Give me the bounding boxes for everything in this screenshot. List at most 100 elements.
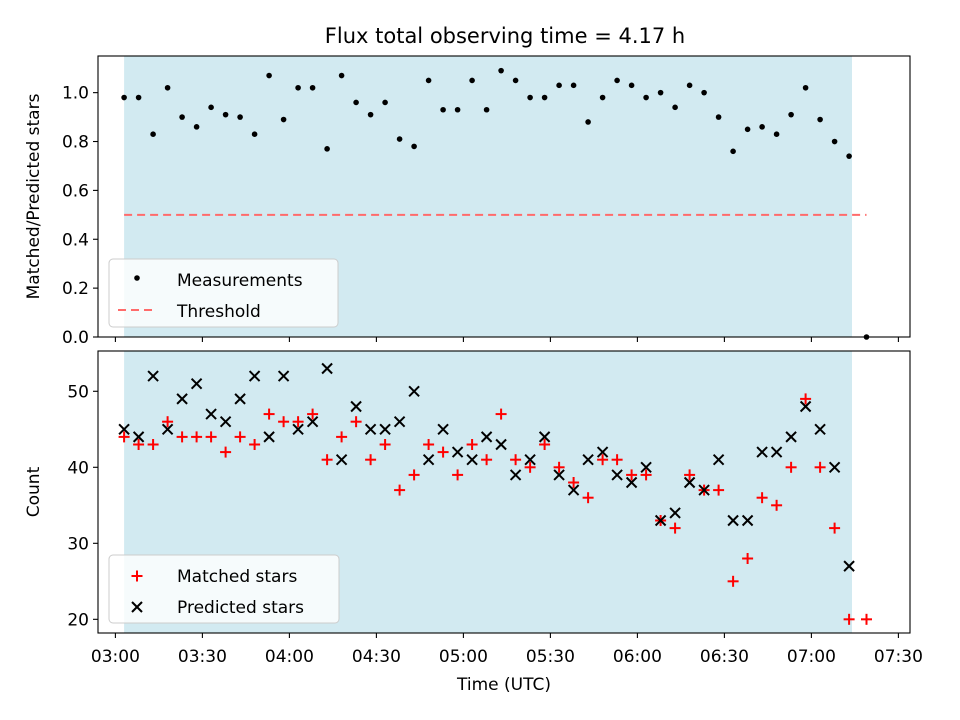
matched-star-marker — [684, 469, 696, 481]
axes-frame — [97, 55, 911, 338]
x-tick-label: 03:00 — [91, 647, 140, 667]
measurement-point — [440, 106, 446, 113]
predicted-star-marker — [437, 423, 449, 435]
measurement-point — [222, 111, 229, 118]
predicted-marker-b — [843, 560, 855, 572]
predicted-marker-b — [567, 484, 580, 496]
measurement-point — [193, 124, 200, 130]
predicted-star-marker — [350, 400, 362, 413]
measurement-point — [585, 119, 591, 125]
measurement-point — [425, 77, 432, 84]
measurement-point — [338, 72, 345, 79]
predicted-star-marker — [176, 393, 188, 405]
matched-star-marker — [814, 461, 826, 473]
y-tick-label: 1.0 — [62, 84, 89, 104]
predicted-star-marker — [524, 453, 536, 466]
predicted-star-marker — [335, 453, 348, 466]
matched-star-marker — [133, 438, 145, 450]
measurement-point — [744, 126, 751, 133]
predicted-star-marker — [147, 370, 159, 382]
y-tick-label: 0.8 — [62, 133, 89, 153]
measurement-point — [773, 131, 780, 137]
predicted-marker-b — [379, 423, 391, 435]
predicted-marker-b — [132, 431, 145, 443]
measurement-point — [295, 84, 301, 91]
predicted-star-marker — [393, 415, 406, 428]
predicted-star-marker — [785, 431, 797, 443]
x-tick-label: 03:30 — [178, 647, 227, 667]
predicted-marker-b — [248, 370, 261, 382]
matched-star-marker — [510, 454, 522, 466]
matched-star-marker — [437, 446, 449, 458]
predicted-marker-b — [321, 362, 333, 375]
measurement-point — [150, 131, 156, 137]
predicted-star-marker — [596, 446, 609, 458]
predicted-star-marker — [161, 423, 174, 435]
predicted-star-marker — [770, 446, 783, 458]
y-tick-label: 50 — [67, 382, 89, 402]
predicted-marker-b — [219, 415, 232, 428]
predicted-star-marker — [118, 423, 130, 435]
predicted-star-marker — [625, 476, 638, 489]
predicted-marker-b — [611, 469, 623, 481]
predicted-marker-b — [364, 423, 377, 435]
predicted-star-marker — [451, 446, 464, 458]
matched-star-marker — [539, 438, 551, 450]
matched-star-marker — [582, 492, 594, 504]
matched-star-marker — [756, 492, 768, 504]
predicted-star-marker — [190, 377, 203, 390]
y-tick-label: 0.2 — [62, 279, 89, 299]
predicted-star-marker — [741, 514, 754, 527]
matched-star-marker — [205, 431, 217, 443]
measurement-point — [570, 82, 577, 89]
x-tick-label: 07:00 — [787, 647, 836, 667]
predicted-marker-b — [509, 469, 522, 481]
predicted-star-marker — [248, 370, 261, 382]
predicted-star-marker — [379, 423, 391, 435]
predicted-marker-b — [596, 446, 609, 458]
predicted-star-marker — [205, 408, 217, 420]
matched-star-marker — [321, 454, 333, 466]
predicted-star-marker — [480, 431, 493, 443]
predicted-marker-b — [741, 514, 754, 527]
x-tick-label: 06:30 — [700, 647, 749, 667]
matched-star-marker — [220, 446, 232, 458]
predicted-marker-b — [422, 453, 435, 466]
matched-star-marker — [336, 431, 348, 443]
predicted-star-marker — [611, 469, 623, 481]
predicted-star-marker — [509, 469, 522, 481]
measurement-point — [483, 106, 490, 113]
matched-star-marker — [800, 393, 812, 405]
predicted-marker-b — [625, 476, 638, 489]
predicted-marker-b — [350, 400, 362, 413]
predicted-star-marker — [553, 469, 565, 481]
predicted-star-marker — [712, 453, 725, 466]
measurement-point — [643, 94, 649, 101]
legend-label: Predicted stars — [177, 598, 304, 618]
measurement-point — [817, 116, 823, 123]
predicted-marker-b — [640, 461, 652, 474]
legend: Measurements Threshold — [108, 258, 339, 328]
measurement-point — [541, 94, 548, 101]
matched-star-marker — [524, 461, 536, 473]
measurement-point — [498, 67, 504, 74]
matched-star-marker — [292, 416, 304, 428]
measurement-point — [367, 111, 374, 118]
measurement-point — [251, 131, 258, 137]
matched-star-marker — [408, 469, 420, 481]
predicted-marker-b — [190, 377, 203, 390]
predicted-marker-b — [306, 415, 319, 428]
legend-box — [108, 258, 339, 328]
predicted-marker-b — [335, 453, 348, 466]
legend-label: Matched stars — [177, 567, 297, 587]
predicted-star-marker — [306, 415, 319, 428]
measurement-point — [788, 111, 794, 118]
predicted-star-marker — [683, 476, 696, 489]
legend-measurement-marker — [134, 275, 140, 281]
legend: Matched stars Predicted stars — [108, 554, 340, 624]
predicted-marker-b — [727, 514, 739, 527]
matched-star-marker — [727, 575, 739, 587]
predicted-star-marker — [422, 453, 435, 466]
matched-star-marker — [713, 484, 725, 496]
measurement-point — [628, 82, 635, 89]
